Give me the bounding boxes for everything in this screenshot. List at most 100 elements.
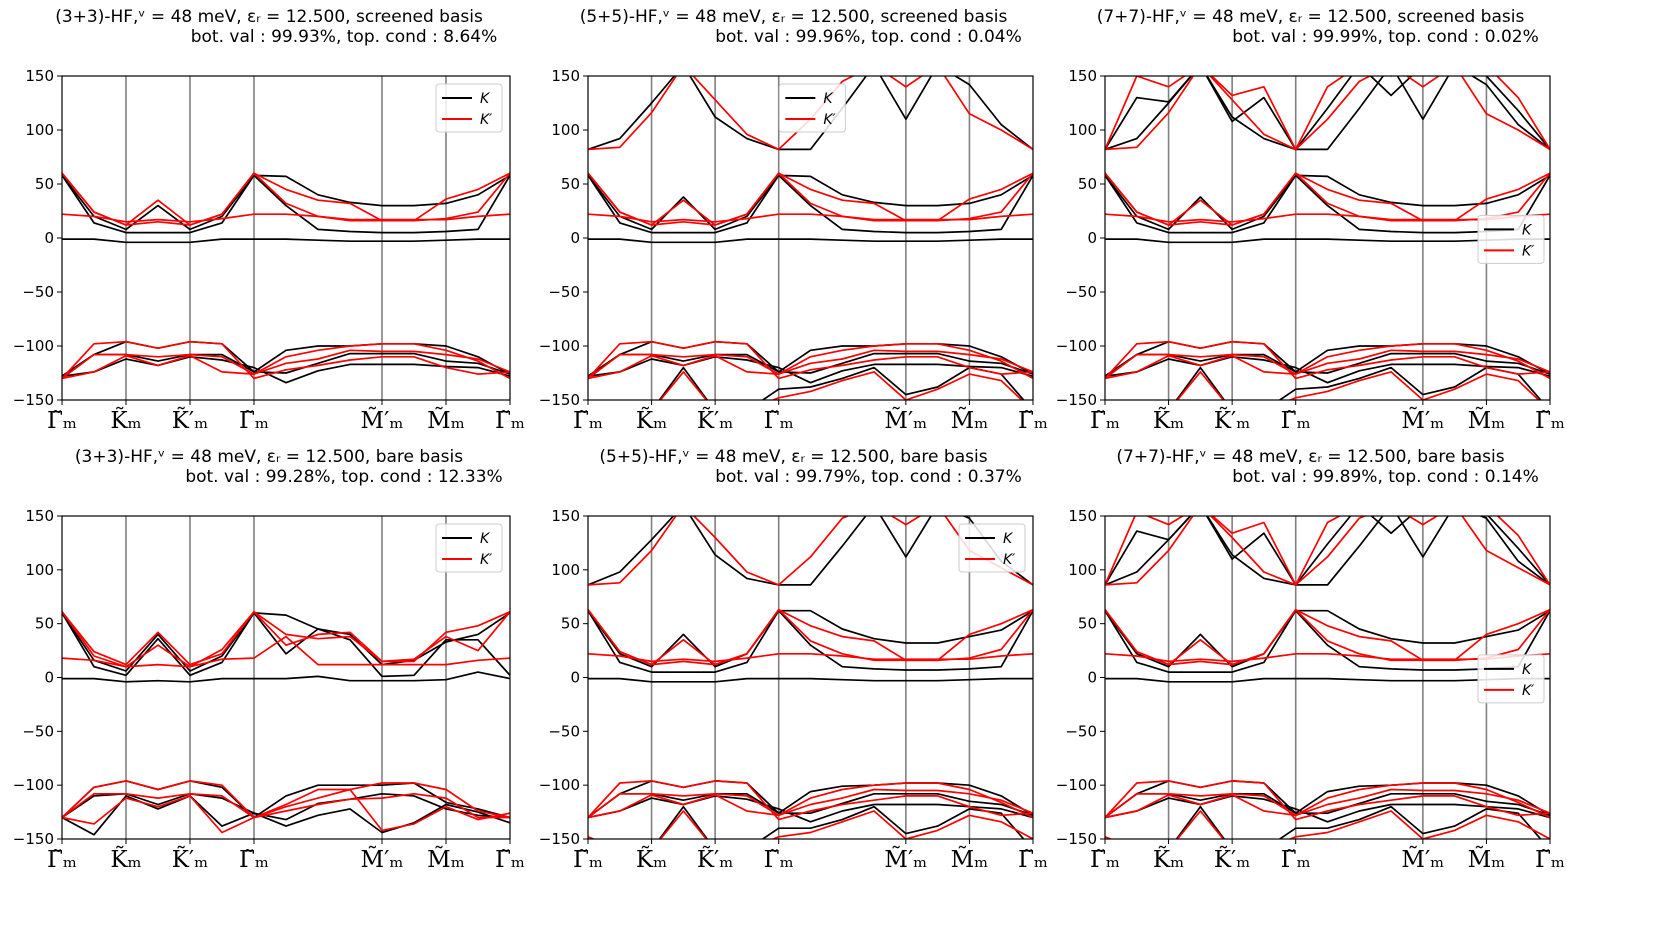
- band-line-K: [588, 355, 1033, 384]
- band-line-Kprime: [1105, 76, 1550, 151]
- chart-panel: (3+3)-HF,ᵛ = 48 meV, εᵣ = 12.500, screen…: [13, 7, 525, 434]
- y-tick-label: 150: [551, 67, 580, 85]
- y-tick-label: −100: [13, 337, 54, 355]
- kpath-label: Γ̃ₘ: [239, 408, 269, 434]
- band-line-K: [62, 238, 510, 244]
- band-line-Kprime: [62, 342, 510, 380]
- y-tick-label: −50: [548, 722, 580, 740]
- kpath-label: Γ̃ₘ: [1018, 408, 1048, 434]
- kpath-label: M̃ₘ: [427, 847, 465, 873]
- band-line-K: [588, 342, 1033, 377]
- legend: K K′: [958, 523, 1026, 573]
- band-line-Kprime: [62, 610, 510, 666]
- y-tick-label: 150: [551, 507, 580, 525]
- band-line-K: [62, 671, 510, 683]
- band-line-K: [658, 805, 1025, 839]
- band-line-Kprime: [62, 610, 510, 668]
- panel-title: (7+7)-HF,ᵛ = 48 meV, εᵣ = 12.500, screen…: [1097, 7, 1525, 27]
- series-group: [588, 516, 1033, 839]
- y-tick-label: −100: [13, 776, 54, 794]
- y-tick-label: −100: [539, 337, 580, 355]
- band-line-Kprime: [1105, 340, 1550, 380]
- chart-panel: (7+7)-HF,ᵛ = 48 meV, εᵣ = 12.500, screen…: [1056, 7, 1565, 434]
- series-group: [588, 76, 1033, 400]
- band-line-K: [1105, 609, 1550, 673]
- chart-panel: (7+7)-HF,ᵛ = 48 meV, εᵣ = 12.500, bare b…: [1056, 447, 1565, 873]
- band-line-Kprime: [62, 340, 510, 380]
- kpath-label: M̃′ₘ: [361, 408, 404, 434]
- kpath-label: M̃′ₘ: [1401, 847, 1444, 873]
- band-line-K: [1105, 342, 1550, 377]
- panel-subtitle: bot. val : 99.96%, top. cond : 0.04%: [715, 27, 1022, 47]
- kpath-label: M̃ₘ: [1468, 847, 1506, 873]
- y-tick-label: 50: [561, 615, 580, 633]
- y-tick-label: 100: [551, 561, 580, 579]
- panel-title: (3+3)-HF,ᵛ = 48 meV, εᵣ = 12.500, screen…: [55, 7, 483, 27]
- panel-subtitle: bot. val : 99.93%, top. cond : 8.64%: [191, 27, 498, 47]
- y-tick-label: 100: [551, 121, 580, 139]
- legend-label: K: [823, 91, 834, 107]
- band-line-Kprime: [1105, 782, 1550, 819]
- y-tick-label: 0: [44, 669, 54, 687]
- band-line-Kprime: [588, 810, 1033, 839]
- band-line-Kprime: [588, 782, 1033, 819]
- band-line-Kprime: [62, 780, 510, 819]
- kpath-label: Γ̃ₘ: [764, 847, 794, 873]
- panel-title: (5+5)-HF,ᵛ = 48 meV, εᵣ = 12.500, bare b…: [599, 447, 987, 467]
- y-tick-label: 50: [561, 175, 580, 193]
- band-line-Kprime: [659, 371, 1023, 400]
- y-tick-label: 50: [1078, 175, 1097, 193]
- y-tick-label: 150: [25, 507, 54, 525]
- legend-label: K′: [1003, 552, 1016, 568]
- kpath-label: Γ̃ₘ: [47, 408, 77, 434]
- kpath-label: K̃′ₘ: [172, 408, 209, 434]
- band-line-K: [62, 174, 510, 234]
- series-group: [1105, 516, 1550, 839]
- y-tick-label: 0: [1087, 229, 1097, 247]
- band-line-Kprime: [1105, 172, 1550, 226]
- y-tick-label: 50: [1078, 615, 1097, 633]
- kpath-label: K̃′ₘ: [1214, 408, 1251, 434]
- band-line-K: [62, 355, 510, 384]
- kpath-label: Γ̃ₘ: [1090, 408, 1120, 434]
- band-line-Kprime: [62, 792, 510, 819]
- band-line-Kprime: [1105, 516, 1550, 586]
- band-line-Kprime: [1105, 788, 1550, 819]
- band-line-K: [1105, 174, 1550, 234]
- panel-title: (3+3)-HF,ᵛ = 48 meV, εᵣ = 12.500, bare b…: [75, 447, 463, 467]
- legend-label: K′: [1522, 243, 1535, 259]
- y-tick-label: −150: [1056, 391, 1097, 409]
- band-line-K: [1105, 516, 1550, 586]
- band-line-K: [1105, 677, 1550, 683]
- y-tick-label: 50: [35, 615, 54, 633]
- kpath-label: K̃ₘ: [110, 847, 141, 873]
- band-line-K: [62, 795, 510, 836]
- y-tick-label: −150: [13, 830, 54, 848]
- y-tick-label: 100: [25, 121, 54, 139]
- band-line-K: [588, 782, 1033, 819]
- band-line-K: [1105, 238, 1550, 244]
- band-line-Kprime: [588, 780, 1033, 821]
- kpath-label: K̃′ₘ: [172, 847, 209, 873]
- band-line-K: [588, 76, 1033, 151]
- panel-subtitle: bot. val : 99.89%, top. cond : 0.14%: [1232, 467, 1539, 487]
- legend-label: K′: [480, 112, 493, 128]
- kpath-label: Γ̃ₘ: [764, 408, 794, 434]
- band-line-Kprime: [1105, 608, 1550, 666]
- band-line-K: [588, 609, 1033, 673]
- band-line-K: [1105, 782, 1550, 819]
- y-tick-label: −100: [539, 776, 580, 794]
- kpath-label: Γ̃ₘ: [47, 847, 77, 873]
- kpath-label: K̃ₘ: [1153, 408, 1184, 434]
- band-line-Kprime: [1105, 349, 1550, 380]
- series-group: [62, 172, 510, 384]
- legend-label: K: [480, 91, 491, 107]
- band-line-K: [658, 366, 1025, 400]
- y-tick-label: −50: [548, 283, 580, 301]
- band-line-K: [1105, 174, 1550, 234]
- band-line-Kprime: [588, 788, 1033, 819]
- y-tick-label: −50: [1065, 283, 1097, 301]
- kpath-label: M̃ₘ: [951, 847, 989, 873]
- band-line-K: [62, 342, 510, 377]
